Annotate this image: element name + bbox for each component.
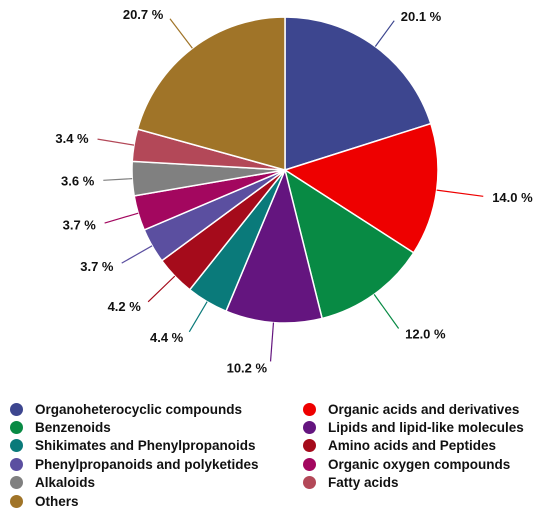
- legend-swatch: [10, 402, 23, 416]
- legend-item: Alkaloids: [10, 474, 259, 492]
- leader-line: [103, 178, 133, 181]
- legend-label: Others: [35, 493, 79, 509]
- legend-label: Organic acids and derivatives: [328, 401, 520, 417]
- data-label: 3.4 %: [55, 131, 89, 146]
- data-label: 12.0 %: [405, 326, 446, 341]
- pie-chart: 20.1 % 14.0 % 12.0 % 10.2 % 4.4 % 4.2 % 3.7 % 3…: [55, 7, 533, 375]
- leader-line: [374, 20, 395, 47]
- legend-label: Amino acids and Peptides: [328, 438, 497, 454]
- legend-label: Benzenoids: [35, 420, 111, 436]
- legend-swatch: [303, 439, 316, 453]
- legend-item: Shikimates and Phenylpropanoids: [10, 437, 259, 455]
- legend-swatch: [10, 421, 23, 435]
- data-label: 3.6 %: [61, 174, 95, 189]
- leader-line: [436, 189, 484, 197]
- legend-label: Organoheterocyclic compounds: [35, 401, 243, 417]
- leader-line: [188, 301, 208, 333]
- leader-line: [121, 245, 153, 264]
- leader-line: [373, 293, 400, 329]
- legend-item: Organoheterocyclic compounds: [10, 400, 259, 418]
- legend-item: Phenylpropanoids and polyketides: [10, 455, 259, 473]
- legend-column-left: Organoheterocyclic compounds Benzenoids Sh…: [10, 400, 259, 510]
- legend-item: Amino acids and Peptides: [303, 437, 524, 455]
- legend-item: Others: [10, 492, 259, 510]
- pie-slice: [284, 16, 432, 172]
- legend-item: Fatty acids: [303, 474, 524, 492]
- legend-label: Lipids and lipid-like molecules: [328, 420, 524, 436]
- legend-swatch: [303, 457, 316, 471]
- pie-slice: [283, 122, 439, 254]
- leader-line: [169, 18, 193, 49]
- legend-label: Shikimates and Phenylpropanoids: [35, 438, 256, 454]
- leader-line: [97, 138, 135, 146]
- legend-label: Alkaloids: [35, 475, 96, 491]
- legend-column-right: Organic acids and derivatives Lipids and …: [303, 400, 524, 492]
- data-label: 14.0 %: [492, 190, 533, 205]
- leader-line: [147, 275, 176, 303]
- data-label: 4.4 %: [150, 330, 184, 345]
- legend-swatch: [303, 476, 316, 490]
- data-label: 3.7 %: [63, 218, 97, 233]
- data-label: 20.7 %: [123, 7, 164, 22]
- data-label: 4.2 %: [108, 299, 142, 314]
- legend-label: Fatty acids: [328, 475, 399, 491]
- legend-item: Organic oxygen compounds: [303, 455, 524, 473]
- legend-swatch: [303, 402, 316, 416]
- pie-slice: [225, 167, 324, 324]
- legend-swatch: [10, 457, 23, 471]
- legend-swatch: [303, 421, 316, 435]
- leader-line: [269, 322, 275, 362]
- legend-label: Organic oxygen compounds: [328, 456, 511, 472]
- legend-swatch: [10, 476, 23, 490]
- leader-line: [104, 212, 139, 224]
- legend-item: Organic acids and derivatives: [303, 400, 524, 418]
- legend-label: Phenylpropanoids and polyketides: [35, 456, 259, 472]
- legend-swatch: [10, 494, 23, 508]
- legend-item: Lipids and lipid-like molecules: [303, 418, 524, 436]
- data-label: 10.2 %: [227, 360, 268, 375]
- data-label: 20.1 %: [401, 9, 442, 24]
- legend-swatch: [10, 439, 23, 453]
- legend-item: Benzenoids: [10, 418, 259, 436]
- data-label: 3.7 %: [80, 259, 114, 274]
